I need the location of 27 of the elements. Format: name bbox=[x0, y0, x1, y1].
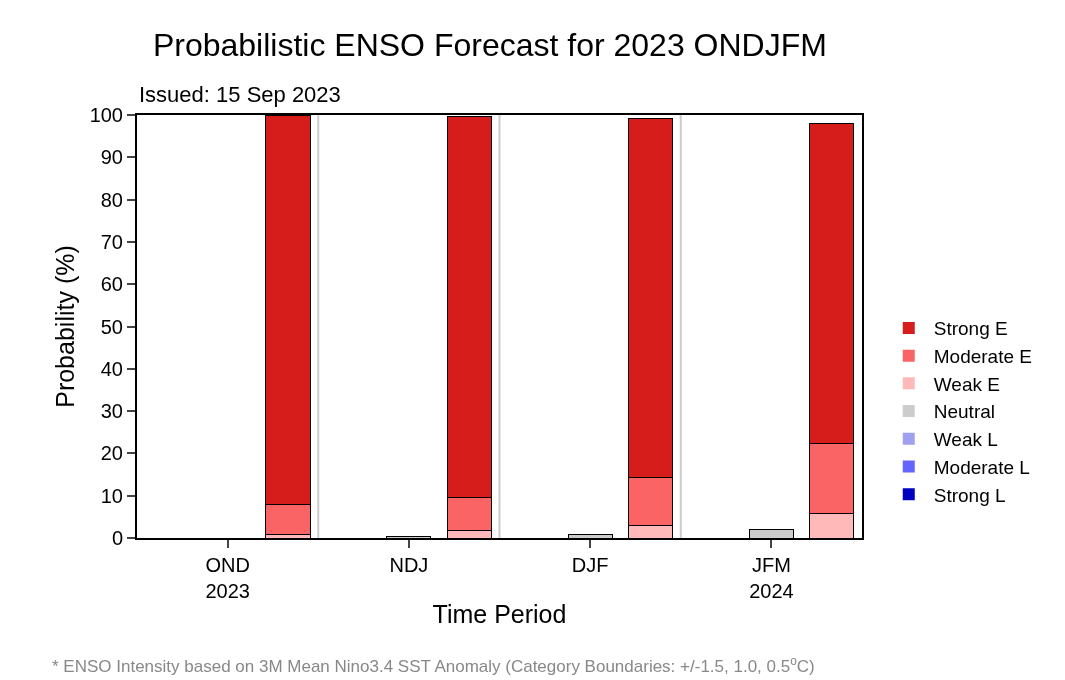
y-tick-label: 100 bbox=[89, 104, 123, 126]
legend-label: Weak L bbox=[933, 429, 998, 451]
y-tick-label: 50 bbox=[100, 315, 123, 338]
x-tick-label: JFM 2024 bbox=[749, 554, 794, 602]
text: * ENSO Intensity based on 3M Mean Nino3.4 SST Anomaly (Category Boundaries: +/-1.5, 1.0, 0.5$^{o}$C) bbox=[52, 654, 815, 677]
y-tick-label: 40 bbox=[100, 357, 123, 380]
x-tick-label: NDJ bbox=[389, 554, 429, 576]
y-axis-title: Probability (%) bbox=[50, 245, 79, 408]
legend-label: Strong L bbox=[933, 484, 1006, 506]
y-tick-label: 30 bbox=[100, 400, 123, 423]
legend-label: Neutral bbox=[933, 401, 995, 423]
legend-label: Strong E bbox=[933, 318, 1008, 340]
legend-label: Moderate L bbox=[933, 456, 1030, 478]
y-tick-label: 20 bbox=[100, 442, 123, 465]
y-tick-label: 80 bbox=[100, 188, 123, 211]
chart-title: Probabilistic ENSO Forecast for 2023 ONDJFM bbox=[152, 27, 827, 64]
y-tick-label: 70 bbox=[100, 230, 123, 253]
legend-label: Moderate E bbox=[933, 346, 1032, 368]
x-axis-title: Time Period bbox=[432, 599, 567, 628]
x-tick-label: OND 2023 bbox=[205, 554, 250, 602]
legend-label: Weak E bbox=[933, 373, 1000, 395]
y-tick-label: 90 bbox=[100, 146, 123, 169]
y-tick-label: 10 bbox=[100, 484, 123, 507]
chart-subtitle: Issued: 15 Sep 2023 bbox=[139, 82, 341, 107]
y-tick-label: 0 bbox=[111, 527, 123, 549]
y-tick-label: 60 bbox=[100, 273, 123, 296]
x-tick-label: DJF bbox=[571, 554, 609, 576]
